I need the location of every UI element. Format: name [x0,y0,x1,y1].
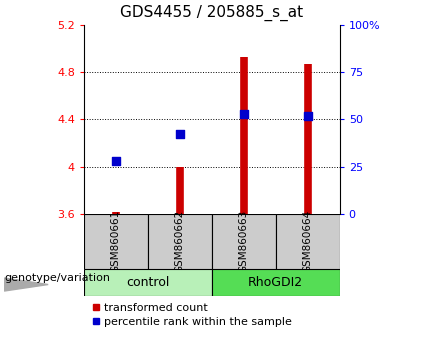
Point [112,158,119,164]
FancyBboxPatch shape [212,214,276,269]
Text: GSM860663: GSM860663 [239,210,249,273]
Text: GSM860661: GSM860661 [111,210,121,273]
Text: genotype/variation: genotype/variation [4,273,111,283]
Point [176,131,183,137]
FancyBboxPatch shape [84,269,212,296]
FancyBboxPatch shape [212,269,340,296]
Point [240,111,247,116]
Polygon shape [4,278,48,291]
Legend: transformed count, percentile rank within the sample: transformed count, percentile rank withi… [89,301,294,329]
Point [304,113,311,119]
Text: RhoGDI2: RhoGDI2 [248,276,303,289]
Text: GSM860662: GSM860662 [175,210,185,273]
FancyBboxPatch shape [84,214,148,269]
FancyBboxPatch shape [276,214,340,269]
Text: control: control [126,276,169,289]
Title: GDS4455 / 205885_s_at: GDS4455 / 205885_s_at [120,5,303,21]
FancyBboxPatch shape [148,214,212,269]
Text: GSM860664: GSM860664 [303,210,313,273]
